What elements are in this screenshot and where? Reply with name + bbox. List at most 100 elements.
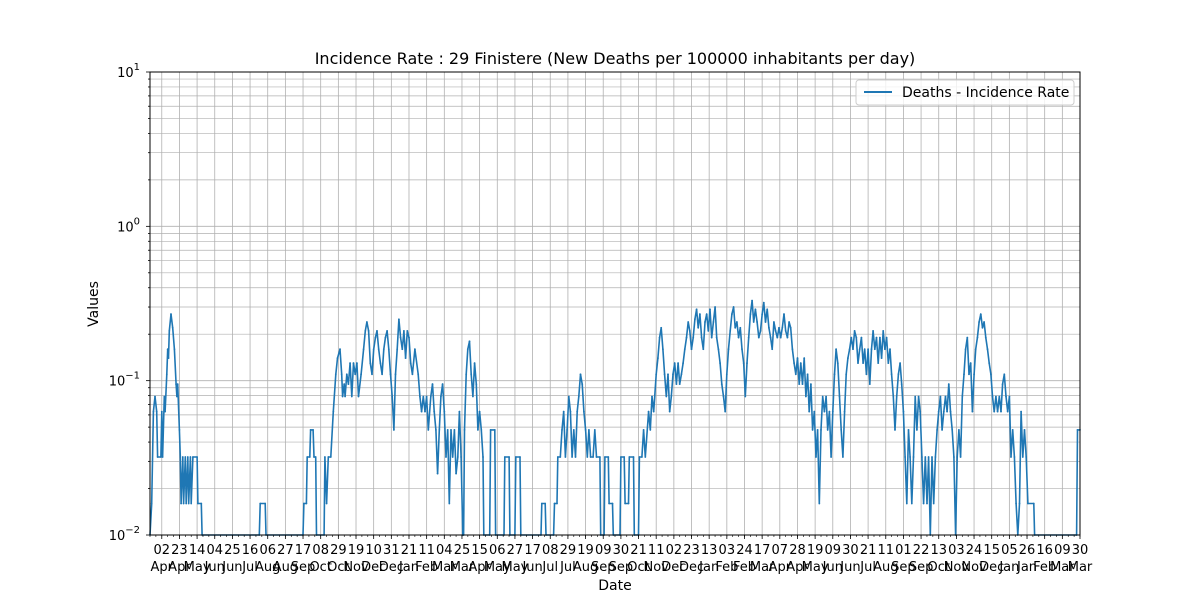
data-point <box>1005 395 1007 398</box>
x-tick-day: 30 <box>1072 543 1089 558</box>
data-point <box>885 336 888 339</box>
legend-box <box>855 79 1075 106</box>
x-tick-day: 13 <box>701 543 718 558</box>
data-point <box>445 456 447 458</box>
data-point <box>163 395 166 398</box>
data-point <box>873 348 876 351</box>
data-point <box>644 456 647 458</box>
data-point <box>821 395 824 398</box>
data-point <box>599 456 601 458</box>
data-point <box>887 362 890 364</box>
data-point <box>1000 410 1002 413</box>
x-tick-day: 09 <box>825 543 842 558</box>
data-point <box>889 348 891 351</box>
data-point <box>160 410 163 413</box>
data-point <box>1018 502 1021 505</box>
data-point <box>1001 383 1004 385</box>
data-point <box>393 429 395 431</box>
data-point <box>419 395 421 398</box>
x-tick-day: 29 <box>560 543 577 558</box>
data-point <box>882 330 885 332</box>
data-point <box>880 357 883 359</box>
x-tick-month: Jul <box>541 560 558 575</box>
x-tick-month: Sep <box>909 560 934 575</box>
x-tick-month: Oct <box>927 560 949 575</box>
x-tick-day: 30 <box>613 543 630 558</box>
data-point <box>583 410 585 413</box>
data-point <box>741 348 743 351</box>
data-point <box>577 395 580 398</box>
y-tick-label: 100 <box>117 216 140 235</box>
x-tick-day: 06 <box>259 543 276 558</box>
x-tick-day: 14 <box>189 543 206 558</box>
data-point <box>894 429 896 431</box>
data-point <box>860 336 863 339</box>
data-point <box>714 306 716 308</box>
data-point <box>324 456 326 458</box>
x-tick-month: Feb <box>715 560 738 575</box>
data-point <box>168 330 171 332</box>
data-point <box>998 395 1001 398</box>
x-tick-day: 19 <box>807 543 824 558</box>
data-point <box>710 336 713 339</box>
data-point <box>983 321 985 323</box>
data-point <box>638 456 641 458</box>
data-point <box>493 429 496 431</box>
data-point <box>890 373 893 376</box>
data-point <box>186 456 189 458</box>
data-point <box>623 456 626 458</box>
data-point <box>835 348 837 351</box>
data-point <box>1015 502 1017 505</box>
data-point <box>813 410 816 413</box>
data-point <box>764 321 767 323</box>
data-point <box>786 336 789 339</box>
x-tick-month: Nov <box>343 560 369 575</box>
plot-data <box>149 299 1081 536</box>
data-point <box>986 348 989 351</box>
data-point <box>732 306 735 308</box>
data-point <box>387 348 390 351</box>
data-point <box>769 336 772 339</box>
data-point <box>344 395 346 398</box>
data-point <box>655 373 658 376</box>
data-point <box>794 373 797 376</box>
data-point <box>624 502 626 505</box>
data-point <box>973 373 975 376</box>
data-point <box>675 383 678 385</box>
data-point <box>961 395 964 398</box>
x-tick-month: Feb <box>1033 560 1056 575</box>
data-point <box>396 348 399 351</box>
data-point <box>1020 410 1022 413</box>
data-point <box>916 429 918 431</box>
data-point <box>356 362 358 364</box>
data-point <box>371 373 373 376</box>
x-tick-day: 25 <box>454 543 471 558</box>
data-point <box>990 373 992 376</box>
data-point <box>774 330 777 332</box>
data-point <box>1023 429 1026 431</box>
data-point <box>458 410 461 413</box>
data-point <box>468 340 471 343</box>
data-point <box>926 502 928 505</box>
data-point <box>739 326 742 329</box>
data-point <box>593 429 596 431</box>
data-point <box>927 456 930 458</box>
data-point <box>350 395 353 398</box>
data-point <box>843 410 846 413</box>
data-point <box>374 336 377 339</box>
data-point <box>347 383 350 385</box>
data-point <box>592 456 594 458</box>
data-point <box>875 336 878 339</box>
x-tick-month: Sep <box>291 560 316 575</box>
data-point <box>783 313 785 315</box>
data-point <box>508 456 510 458</box>
data-point <box>687 321 690 323</box>
data-point <box>313 456 315 458</box>
data-point <box>327 456 330 458</box>
data-point <box>329 456 332 458</box>
data-point <box>934 456 937 458</box>
data-point <box>847 357 849 359</box>
data-point <box>944 395 947 398</box>
